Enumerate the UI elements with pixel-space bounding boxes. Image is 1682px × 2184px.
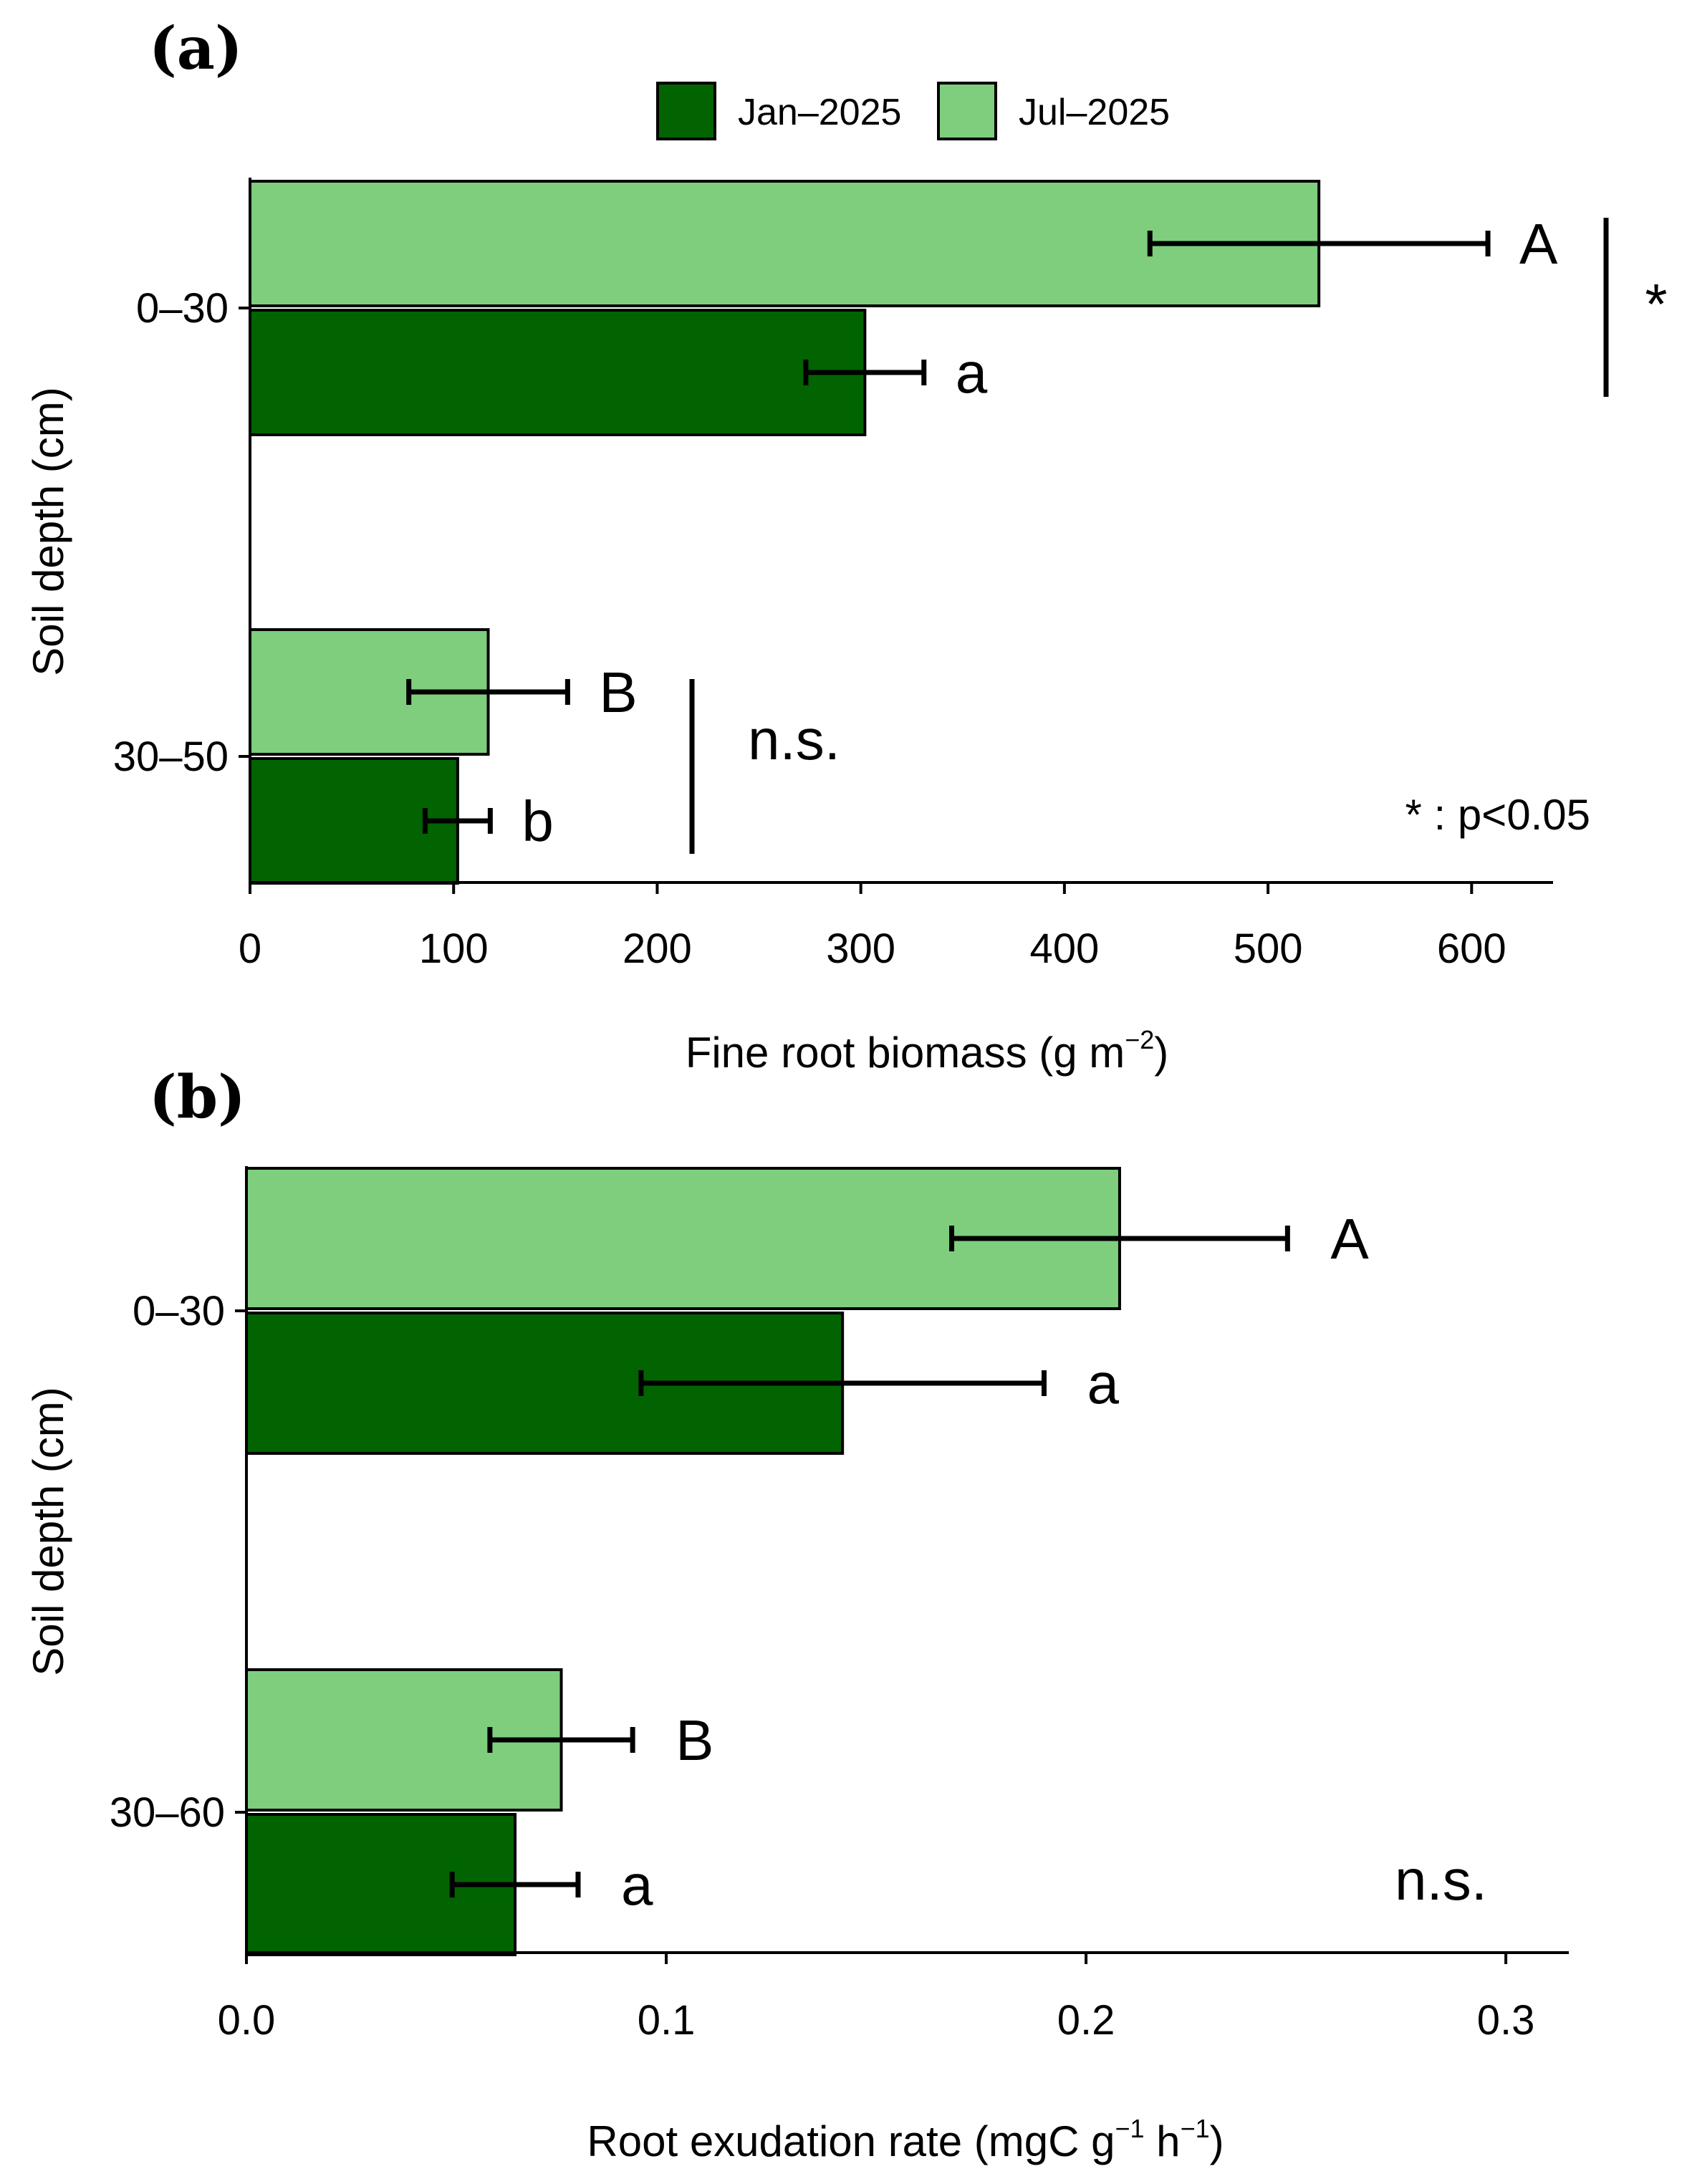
panel-a-x-tick-label-6: 600 <box>1437 925 1506 972</box>
panel-a-x-tick-label-2: 200 <box>623 925 692 972</box>
panel-b-y-axis-label: Soil depth (cm) <box>24 1387 72 1675</box>
panel-b-letter-jul-0: A <box>1330 1207 1369 1271</box>
panel-b-letter-jul-1: B <box>676 1708 713 1772</box>
panel-b-letter-jan-1: a <box>621 1853 653 1917</box>
panel-a-bar-jan-0 <box>249 309 867 436</box>
panel-a-letter-jan-1: b <box>522 789 554 853</box>
panel-a-letter-jan-0: a <box>956 341 988 405</box>
legend-label-jan: Jan–2025 <box>738 92 901 133</box>
panel-a: (a) Soil depth (cm) Fine root biomass (g… <box>24 14 1668 1077</box>
panel-a-y-tick-label-1: 30–50 <box>113 733 229 780</box>
panel-b-x-tick-label-2: 0.2 <box>1057 1997 1115 2044</box>
legend-swatch-jan <box>656 82 716 140</box>
panel-b-x-tick-label-0: 0.0 <box>218 1997 276 2044</box>
panel-a-x-tick-label-3: 300 <box>826 925 895 972</box>
panel-a-x-tick-label-0: 0 <box>239 925 261 972</box>
panel-b-letter-jan-0: a <box>1087 1352 1119 1415</box>
panel-b-x-axis-label: Root exudation rate (mgC g−1 h−1) <box>587 2114 1224 2165</box>
panel-a-letter-jul-1: B <box>599 660 637 724</box>
panel-a-x-axis-label: Fine root biomass (g m−2) <box>686 1025 1169 1077</box>
panel-a-y-axis-label: Soil depth (cm) <box>24 387 72 675</box>
panel-b-label: (b) <box>149 1063 246 1132</box>
panel-a-significance-0-30: * <box>1645 272 1667 336</box>
panel-b: (b) Soil depth (cm) Root exudation rate … <box>24 1063 1569 2165</box>
panel-a-x-tick-label-4: 400 <box>1029 925 1099 972</box>
panel-a-y-tick-label-0: 0–30 <box>136 285 229 332</box>
legend-label-jul: Jul–2025 <box>1019 92 1170 133</box>
legend: Jan–2025 Jul–2025 <box>656 82 1170 140</box>
panel-b-x-tick-label-3: 0.3 <box>1477 1997 1535 2044</box>
panel-a-x-tick-label-5: 500 <box>1234 925 1303 972</box>
panel-a-p-value-note: * : p<0.05 <box>1405 791 1590 839</box>
panel-a-label: (a) <box>149 14 243 83</box>
panel-a-x-tick-label-1: 100 <box>419 925 489 972</box>
panel-a-letter-jul-0: A <box>1519 212 1558 276</box>
panel-b-x-tick-label-1: 0.1 <box>638 1997 696 2044</box>
panel-b-y-tick-label-0: 0–30 <box>133 1288 225 1334</box>
panel-b-y-tick-label-1: 30–60 <box>110 1789 225 1836</box>
panel-a-significance-30-50: n.s. <box>748 708 840 771</box>
panel-b-significance-30-60: n.s. <box>1395 1848 1487 1912</box>
legend-swatch-jul <box>937 82 997 140</box>
